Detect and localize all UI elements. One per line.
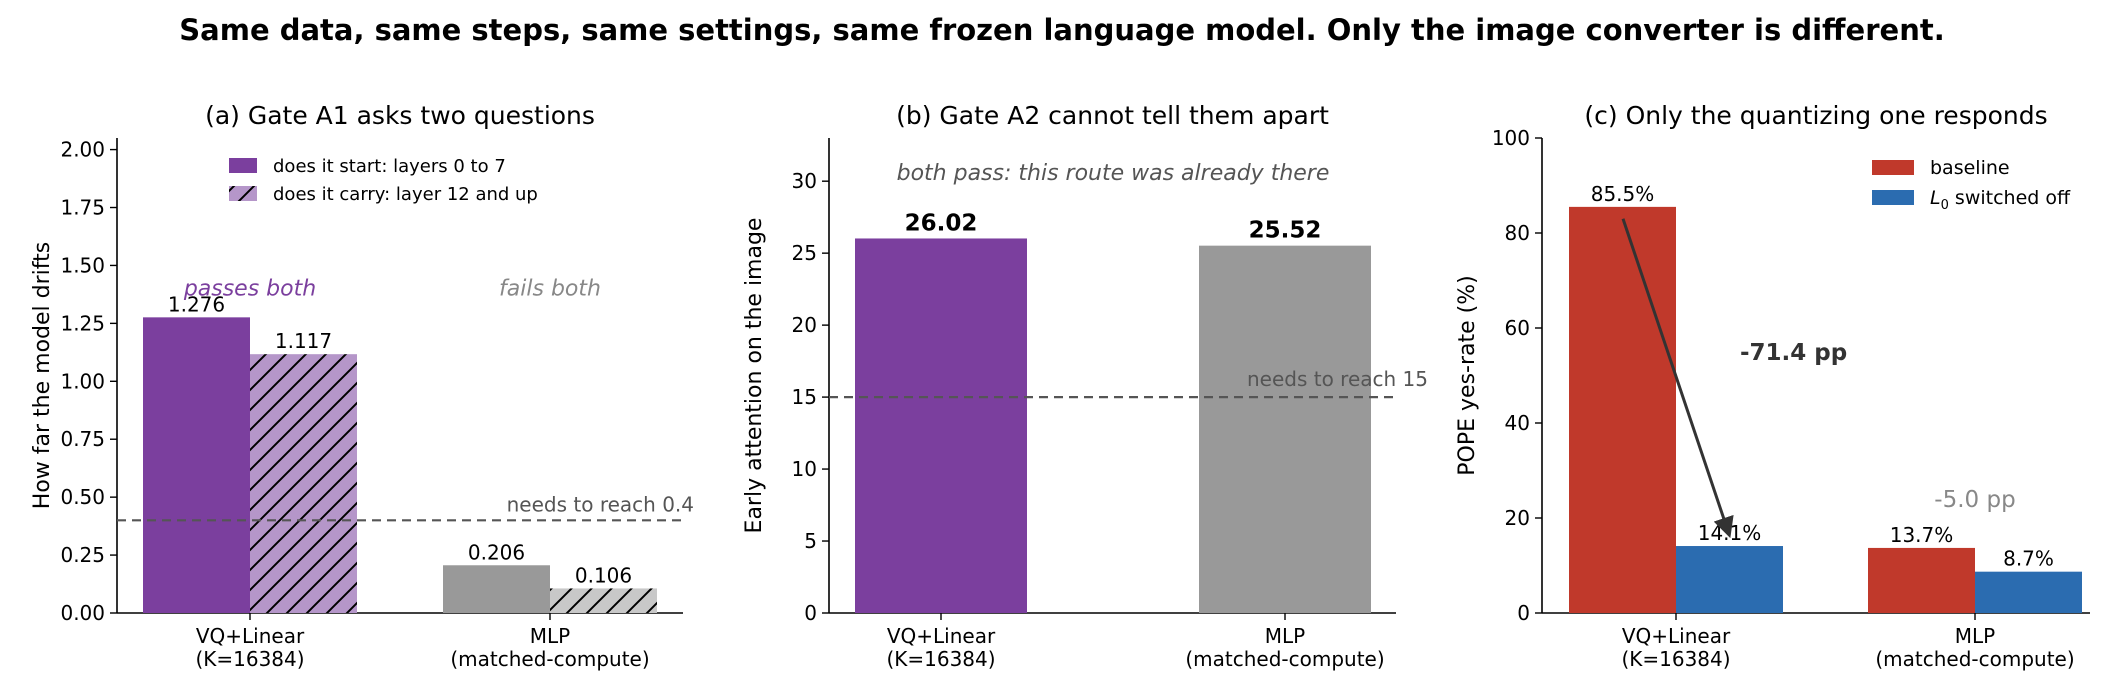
panel-title: (c) Only the quantizing one responds xyxy=(1584,101,2047,130)
panel-b: 0 5 10 15 20 25 30 (b) Gate A2 cannot tell them… xyxy=(742,101,1428,671)
y-tick-label: 100 xyxy=(1492,126,1530,150)
x-tick-label: MLP (matched-compute) xyxy=(450,624,649,671)
bar xyxy=(143,317,250,613)
legend-label: L0 switched off xyxy=(1930,187,2071,213)
bar xyxy=(1975,571,2082,613)
group-note: passes both xyxy=(183,277,316,302)
x-tick-label-line: (K=16384) xyxy=(1621,647,1730,671)
y-tick-label: 0.75 xyxy=(60,427,105,451)
x-tick-label-line: (K=16384) xyxy=(886,647,995,671)
panel-title: (a) Gate A1 asks two questions xyxy=(205,101,595,130)
x-tick-label: MLP (matched-compute) xyxy=(1875,624,2074,671)
legend-swatch xyxy=(1872,190,1914,205)
legend-label: does it carry: layer 12 and up xyxy=(273,184,538,205)
x-tick-label-line: (K=16384) xyxy=(195,647,304,671)
panel-title: (b) Gate A2 cannot tell them apart xyxy=(896,101,1329,130)
y-tick-label: 40 xyxy=(1505,411,1530,435)
annotation: both pass: this route was already there xyxy=(897,161,1330,186)
legend-label-part: L xyxy=(1930,187,1941,209)
legend-swatch xyxy=(229,186,257,201)
x-tick-label-line: MLP xyxy=(1955,624,1995,648)
legend-label-part: switched off xyxy=(1949,187,2071,209)
x-tick-label-line: VQ+Linear xyxy=(1622,624,1731,648)
delta-label: -5.0 pp xyxy=(1934,487,2015,513)
bar xyxy=(550,588,657,613)
legend-swatch xyxy=(229,158,257,173)
x-tick-label-line: MLP xyxy=(1265,624,1305,648)
y-tick-label: 1.00 xyxy=(60,369,105,393)
x-tick-label-line: (matched-compute) xyxy=(450,647,649,671)
x-tick-label: VQ+Linear (K=16384) xyxy=(1621,624,1731,671)
y-tick-label: 1.75 xyxy=(60,196,105,220)
data-label: 1.117 xyxy=(275,329,332,353)
x-tick-label-line: VQ+Linear xyxy=(196,624,305,648)
data-label: 13.7% xyxy=(1890,523,1954,547)
bar xyxy=(855,238,1027,613)
y-tick-label: 0 xyxy=(1517,601,1530,625)
data-label: 0.206 xyxy=(468,540,525,564)
y-tick-label: 0.25 xyxy=(60,543,105,567)
y-axis-label: How far the model drifts xyxy=(30,242,55,509)
bar xyxy=(250,354,357,613)
y-tick-label: 1.50 xyxy=(60,253,105,277)
x-tick-label: MLP (matched-compute) xyxy=(1185,624,1384,671)
bar xyxy=(1868,547,1975,613)
data-label: 85.5% xyxy=(1591,182,1655,206)
delta-arrow xyxy=(1621,218,1734,539)
y-tick-label: 0 xyxy=(804,601,817,625)
bar xyxy=(1199,245,1371,613)
threshold-label: needs to reach 15 xyxy=(1247,367,1428,391)
y-tick-label: 80 xyxy=(1505,221,1530,245)
y-tick-label: 5 xyxy=(804,529,817,553)
group-note: fails both xyxy=(499,277,601,302)
y-axis-label: POPE yes-rate (%) xyxy=(1455,275,1480,475)
legend-swatch xyxy=(1872,160,1914,175)
x-tick-label-line: (matched-compute) xyxy=(1875,647,2074,671)
y-tick-label: 0.50 xyxy=(60,485,105,509)
data-label: 0.106 xyxy=(575,563,632,587)
x-tick-label-line: MLP xyxy=(530,624,570,648)
threshold-label: needs to reach 0.4 xyxy=(507,492,694,516)
bar xyxy=(443,565,550,613)
y-tick-label: 15 xyxy=(792,385,817,409)
y-tick-label: 60 xyxy=(1505,316,1530,340)
bar xyxy=(1569,206,1676,613)
data-label: 26.02 xyxy=(905,210,978,236)
panel-c: 0 20 40 60 80 100 (c) Only the quantizing one … xyxy=(1455,101,2090,671)
data-label: 25.52 xyxy=(1249,218,1322,244)
data-label: 1.276 xyxy=(168,292,225,316)
x-tick-label-line: VQ+Linear xyxy=(887,624,996,648)
y-tick-label: 1.25 xyxy=(60,311,105,335)
panel-a: 0.00 0.25 0.50 0.75 1.00 1.25 1.50 1.75 2.00 (a) … xyxy=(30,101,694,671)
y-tick-label: 30 xyxy=(792,169,817,193)
bar xyxy=(1676,546,1783,613)
y-tick-label: 20 xyxy=(792,313,817,337)
y-tick-label: 2.00 xyxy=(60,138,105,162)
y-tick-label: 20 xyxy=(1505,506,1530,530)
data-label: 8.7% xyxy=(2003,547,2054,571)
x-tick-label: VQ+Linear (K=16384) xyxy=(886,624,996,671)
legend-label: baseline xyxy=(1930,157,2010,179)
legend-label: does it start: layers 0 to 7 xyxy=(273,156,506,177)
y-tick-label: 10 xyxy=(792,457,817,481)
y-tick-label: 0.00 xyxy=(60,601,105,625)
delta-label: -71.4 pp xyxy=(1740,340,1847,366)
x-tick-label-line: (matched-compute) xyxy=(1185,647,1384,671)
legend-label-subscript: 0 xyxy=(1941,198,1949,213)
y-tick-label: 25 xyxy=(792,241,817,265)
y-axis-label: Early attention on the image xyxy=(742,218,767,534)
suptitle: Same data, same steps, same settings, sa… xyxy=(179,13,1944,47)
x-tick-label: VQ+Linear (K=16384) xyxy=(195,624,305,671)
